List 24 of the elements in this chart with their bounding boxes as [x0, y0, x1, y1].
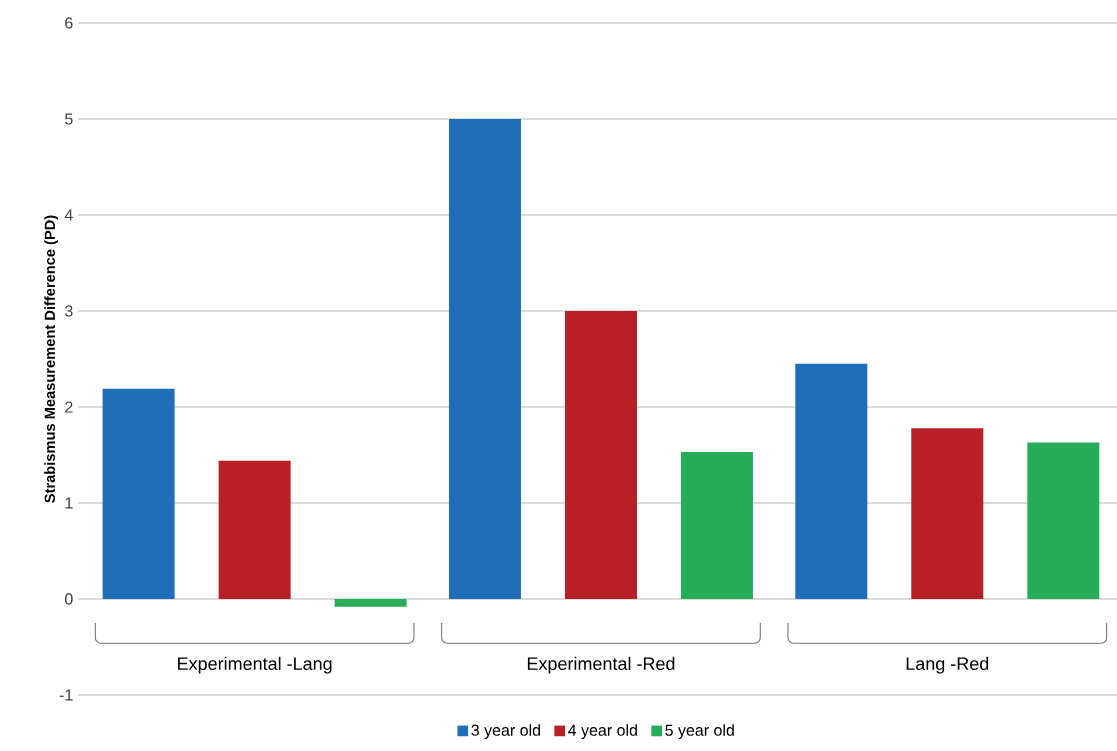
legend-label: 4 year old	[568, 724, 637, 740]
y-tick-label: 3	[65, 305, 73, 317]
bar	[334, 599, 407, 607]
bar	[911, 428, 984, 599]
y-tick-label: 2	[65, 401, 73, 413]
y-tick-label: 1	[65, 497, 73, 509]
bar	[448, 119, 521, 599]
bar	[1027, 442, 1100, 599]
bar	[102, 388, 175, 599]
bar	[680, 452, 753, 599]
y-tick-label: -1	[59, 689, 73, 701]
bar	[795, 363, 868, 599]
y-tick-label: 4	[64, 209, 73, 221]
y-tick-label: 0	[65, 593, 73, 605]
x-tick-label: Experimental -Lang	[178, 656, 332, 674]
y-axis-title: Strabismus Measurement Difference (PD)	[44, 215, 58, 503]
bar	[218, 460, 291, 599]
legend-label: 3 year old	[471, 724, 540, 740]
legend-label: 5 year old	[665, 724, 734, 740]
y-tick-label: 5	[65, 113, 73, 125]
x-tick-label: Lang -Red	[906, 656, 989, 674]
bar	[564, 311, 637, 599]
y-tick-label: 6	[65, 17, 73, 29]
x-tick-label: Experimental -Red	[527, 656, 675, 674]
